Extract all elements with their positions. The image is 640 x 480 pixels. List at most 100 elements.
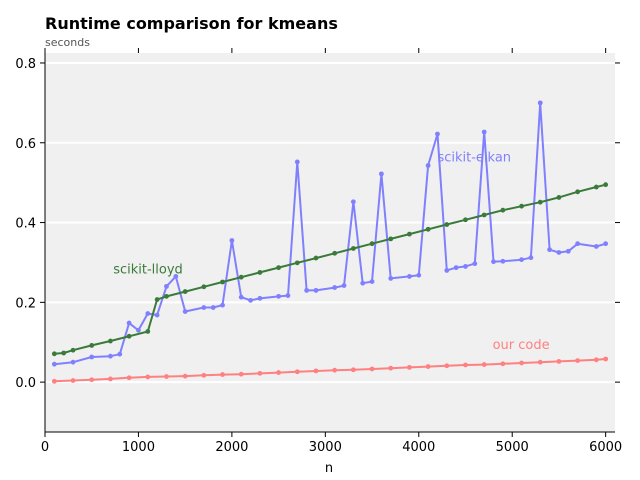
data-point-our-code xyxy=(201,372,207,378)
data-point-scikit-elkan xyxy=(444,268,450,273)
data-point-scikit-elkan xyxy=(556,250,562,255)
data-point-our-code xyxy=(220,372,225,377)
plot-area xyxy=(45,53,615,432)
x-tick-label: 3000 xyxy=(309,440,342,455)
data-point-our-code xyxy=(257,370,263,376)
series-scikit-lloyd xyxy=(51,182,609,357)
data-point-our-code xyxy=(294,369,300,375)
series-scikit-elkan xyxy=(51,100,609,367)
data-point-our-code xyxy=(500,361,506,367)
data-point-our-code xyxy=(332,367,338,373)
data-point-scikit-elkan xyxy=(565,248,571,254)
data-point-scikit-elkan xyxy=(453,265,459,271)
data-point-scikit-elkan xyxy=(593,244,599,249)
data-point-scikit-elkan xyxy=(537,100,543,106)
data-point-our-code xyxy=(519,360,524,366)
data-point-our-code xyxy=(182,373,188,379)
data-point-scikit-lloyd xyxy=(481,212,487,218)
data-point-scikit-lloyd xyxy=(257,270,263,275)
data-point-scikit-elkan xyxy=(332,285,338,290)
data-point-scikit-elkan xyxy=(70,359,76,365)
data-point-scikit-elkan xyxy=(360,280,366,286)
data-point-scikit-elkan xyxy=(182,309,188,314)
data-point-our-code xyxy=(350,367,356,373)
data-point-scikit-elkan xyxy=(294,159,300,165)
data-point-scikit-lloyd xyxy=(201,284,207,290)
data-point-scikit-lloyd xyxy=(519,203,524,209)
data-point-our-code xyxy=(388,365,394,371)
data-point-our-code xyxy=(238,371,244,377)
data-point-scikit-elkan xyxy=(341,283,347,288)
x-tick-label: 5000 xyxy=(496,440,529,455)
x-tick-label: 4000 xyxy=(402,440,435,455)
data-point-scikit-elkan xyxy=(350,199,356,205)
data-point-scikit-elkan xyxy=(575,241,581,247)
data-point-our-code xyxy=(444,363,450,369)
data-point-scikit-lloyd xyxy=(70,347,76,353)
data-point-scikit-lloyd xyxy=(593,184,599,190)
data-point-our-code xyxy=(463,362,468,368)
y-tick-label: 0.6 xyxy=(15,137,36,152)
data-point-scikit-lloyd xyxy=(313,255,319,261)
gridlines xyxy=(45,61,615,384)
data-point-our-code xyxy=(481,362,487,367)
data-point-scikit-elkan xyxy=(136,327,141,333)
data-point-scikit-lloyd xyxy=(61,350,67,356)
x-tick-label: 2000 xyxy=(215,440,248,455)
data-point-scikit-elkan xyxy=(154,312,160,318)
data-point-scikit-lloyd xyxy=(603,182,609,188)
data-point-scikit-lloyd xyxy=(463,217,468,223)
data-point-scikit-elkan xyxy=(425,163,431,168)
data-point-scikit-lloyd xyxy=(350,246,356,251)
data-point-scikit-lloyd xyxy=(164,293,169,299)
series-layer xyxy=(51,100,609,384)
data-point-our-code xyxy=(70,378,76,383)
data-point-scikit-lloyd xyxy=(154,297,160,302)
axes: 0 1000 2000 3000 4000 5000 6000 0.0 0.2 0.4 0.6 0.8 xyxy=(15,48,622,455)
data-point-scikit-elkan xyxy=(416,272,422,278)
data-point-scikit-elkan xyxy=(304,287,310,293)
data-point-scikit-elkan xyxy=(117,351,123,357)
data-point-scikit-elkan xyxy=(313,287,319,293)
x-axis-label: n xyxy=(325,461,333,476)
data-point-our-code xyxy=(313,368,319,374)
x-tick-label: 0 xyxy=(41,440,49,455)
y-tick-label: 0.8 xyxy=(15,57,36,72)
data-point-scikit-elkan xyxy=(435,131,440,137)
data-point-our-code xyxy=(537,359,543,365)
y-tick-label: 0.4 xyxy=(15,217,36,232)
data-point-scikit-lloyd xyxy=(444,222,450,227)
data-point-scikit-elkan xyxy=(407,274,412,279)
data-point-scikit-lloyd xyxy=(537,199,543,205)
data-point-scikit-lloyd xyxy=(425,226,431,232)
data-point-scikit-elkan xyxy=(145,311,151,316)
data-point-scikit-lloyd xyxy=(51,351,57,357)
data-point-scikit-elkan xyxy=(500,258,506,264)
data-point-our-code xyxy=(369,366,375,372)
data-point-scikit-lloyd xyxy=(500,207,506,213)
data-point-scikit-elkan xyxy=(89,354,95,360)
data-point-scikit-elkan xyxy=(220,302,225,308)
x-tick-label: 1000 xyxy=(122,440,155,455)
data-point-our-code xyxy=(575,358,581,363)
data-point-scikit-lloyd xyxy=(126,333,132,339)
data-point-scikit-elkan xyxy=(463,264,468,269)
chart-subtitle: seconds xyxy=(45,36,90,49)
data-point-our-code xyxy=(126,375,132,381)
data-point-our-code xyxy=(108,376,113,382)
data-point-scikit-lloyd xyxy=(369,241,375,247)
data-point-scikit-elkan xyxy=(201,305,207,310)
data-point-scikit-elkan xyxy=(257,295,263,301)
data-point-our-code xyxy=(425,364,431,369)
data-point-scikit-elkan xyxy=(238,294,244,300)
data-point-scikit-elkan xyxy=(248,297,253,303)
data-point-scikit-lloyd xyxy=(407,231,412,237)
y-tick-label: 0.2 xyxy=(15,296,36,311)
data-point-scikit-elkan xyxy=(164,283,169,289)
data-point-our-code xyxy=(407,364,412,370)
data-point-scikit-elkan xyxy=(519,257,524,263)
data-point-our-code xyxy=(276,370,282,375)
data-point-scikit-elkan xyxy=(51,361,57,367)
data-point-scikit-elkan xyxy=(173,274,179,279)
